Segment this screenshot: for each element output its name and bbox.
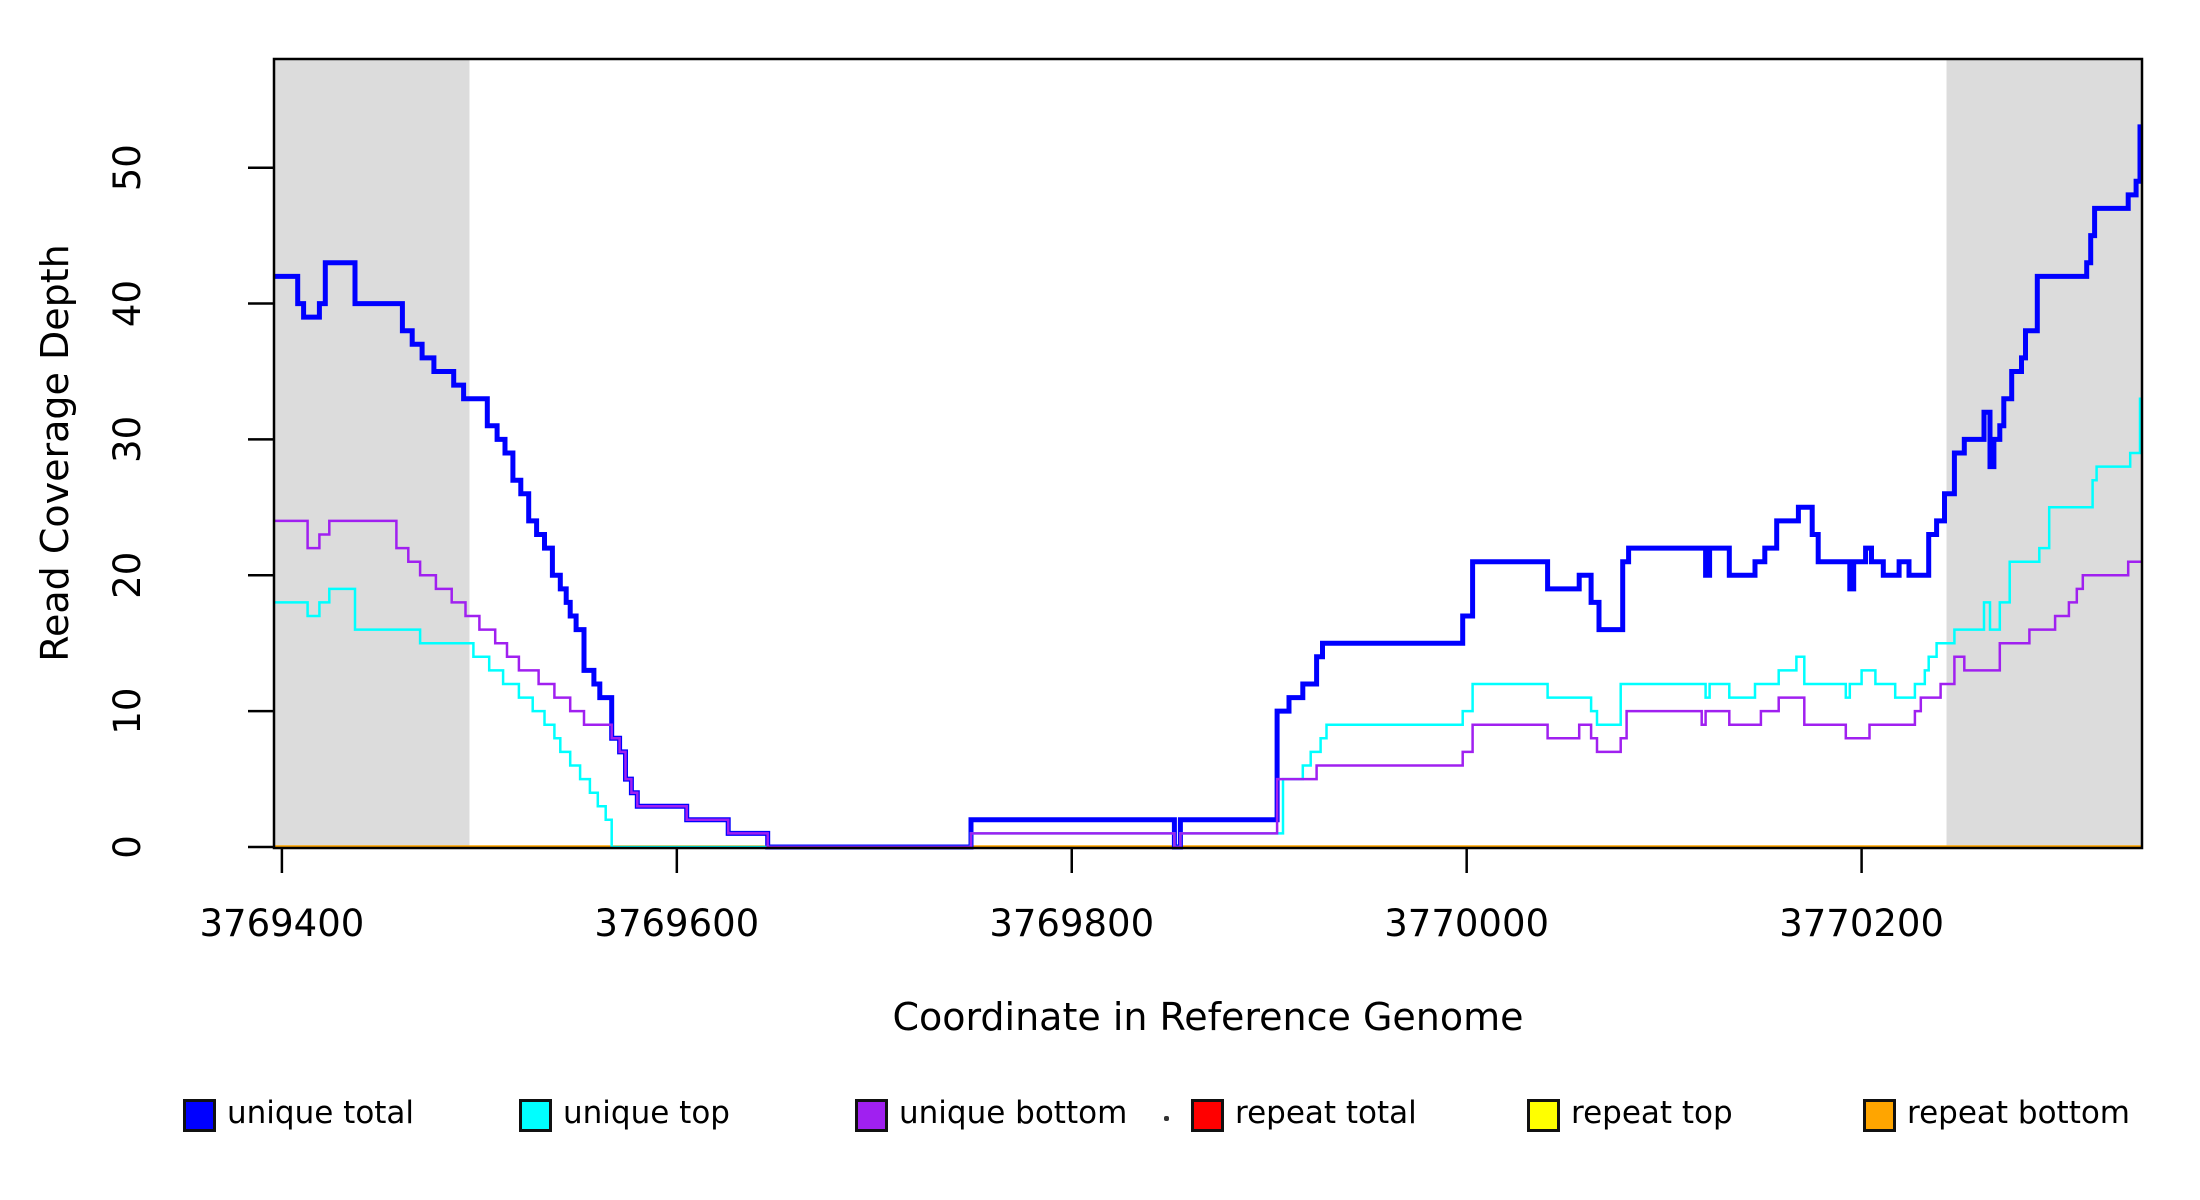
x-tick-label: 3770000: [1384, 902, 1549, 945]
legend-label: unique bottom: [899, 1095, 1128, 1131]
y-tick-label: 0: [106, 835, 149, 859]
legend-swatch-repeat-bottom: [1863, 1099, 1896, 1132]
plot-frame: [272, 57, 2144, 850]
x-axis-title: Coordinate in Reference Genome: [892, 995, 1523, 1039]
shaded-region-1: [274, 60, 470, 848]
legend-swatch-unique-total: [183, 1099, 216, 1132]
axis-ticks: [248, 166, 1863, 873]
legend: unique total unique top unique bottom repea…: [0, 1085, 2200, 1155]
x-tick-label: 3769800: [989, 902, 1154, 945]
legend-label: unique top: [563, 1095, 730, 1131]
legend-swatch-unique-top: [519, 1099, 552, 1132]
x-tick-label: 3770200: [1779, 902, 1944, 945]
y-tick-label: 40: [106, 280, 149, 327]
legend-swatch-repeat-total: [1191, 1099, 1224, 1132]
series-line-unique-top: [274, 397, 2142, 849]
legend-label: repeat total: [1235, 1095, 1417, 1131]
legend-label: unique total: [227, 1095, 415, 1131]
stray-mark: [1164, 1116, 1169, 1121]
y-tick-label: 10: [106, 688, 149, 735]
x-tick-label: 3769600: [594, 902, 759, 945]
series-lines: [274, 124, 2143, 850]
shaded-regions: [274, 60, 2142, 848]
y-axis-title: Read Coverage Depth: [33, 244, 77, 661]
axis-tick-labels: 3769400 3769600 3769800 3770000 3770200 0 10 20…: [106, 144, 1944, 945]
series-line-unique-total: [274, 124, 2143, 850]
y-tick-label: 30: [106, 416, 149, 463]
y-tick-label: 50: [106, 144, 149, 191]
x-tick-label: 3769400: [200, 902, 365, 945]
legend-label: repeat top: [1571, 1095, 1733, 1131]
plot-border: [272, 57, 2144, 850]
shaded-region-2: [1946, 60, 2142, 848]
legend-swatch-repeat-top: [1527, 1099, 1560, 1132]
legend-swatch-unique-bottom: [855, 1099, 888, 1132]
legend-label: repeat bottom: [1907, 1095, 2131, 1131]
y-tick-label: 20: [106, 552, 149, 599]
series-line-unique-bottom: [274, 519, 2142, 849]
